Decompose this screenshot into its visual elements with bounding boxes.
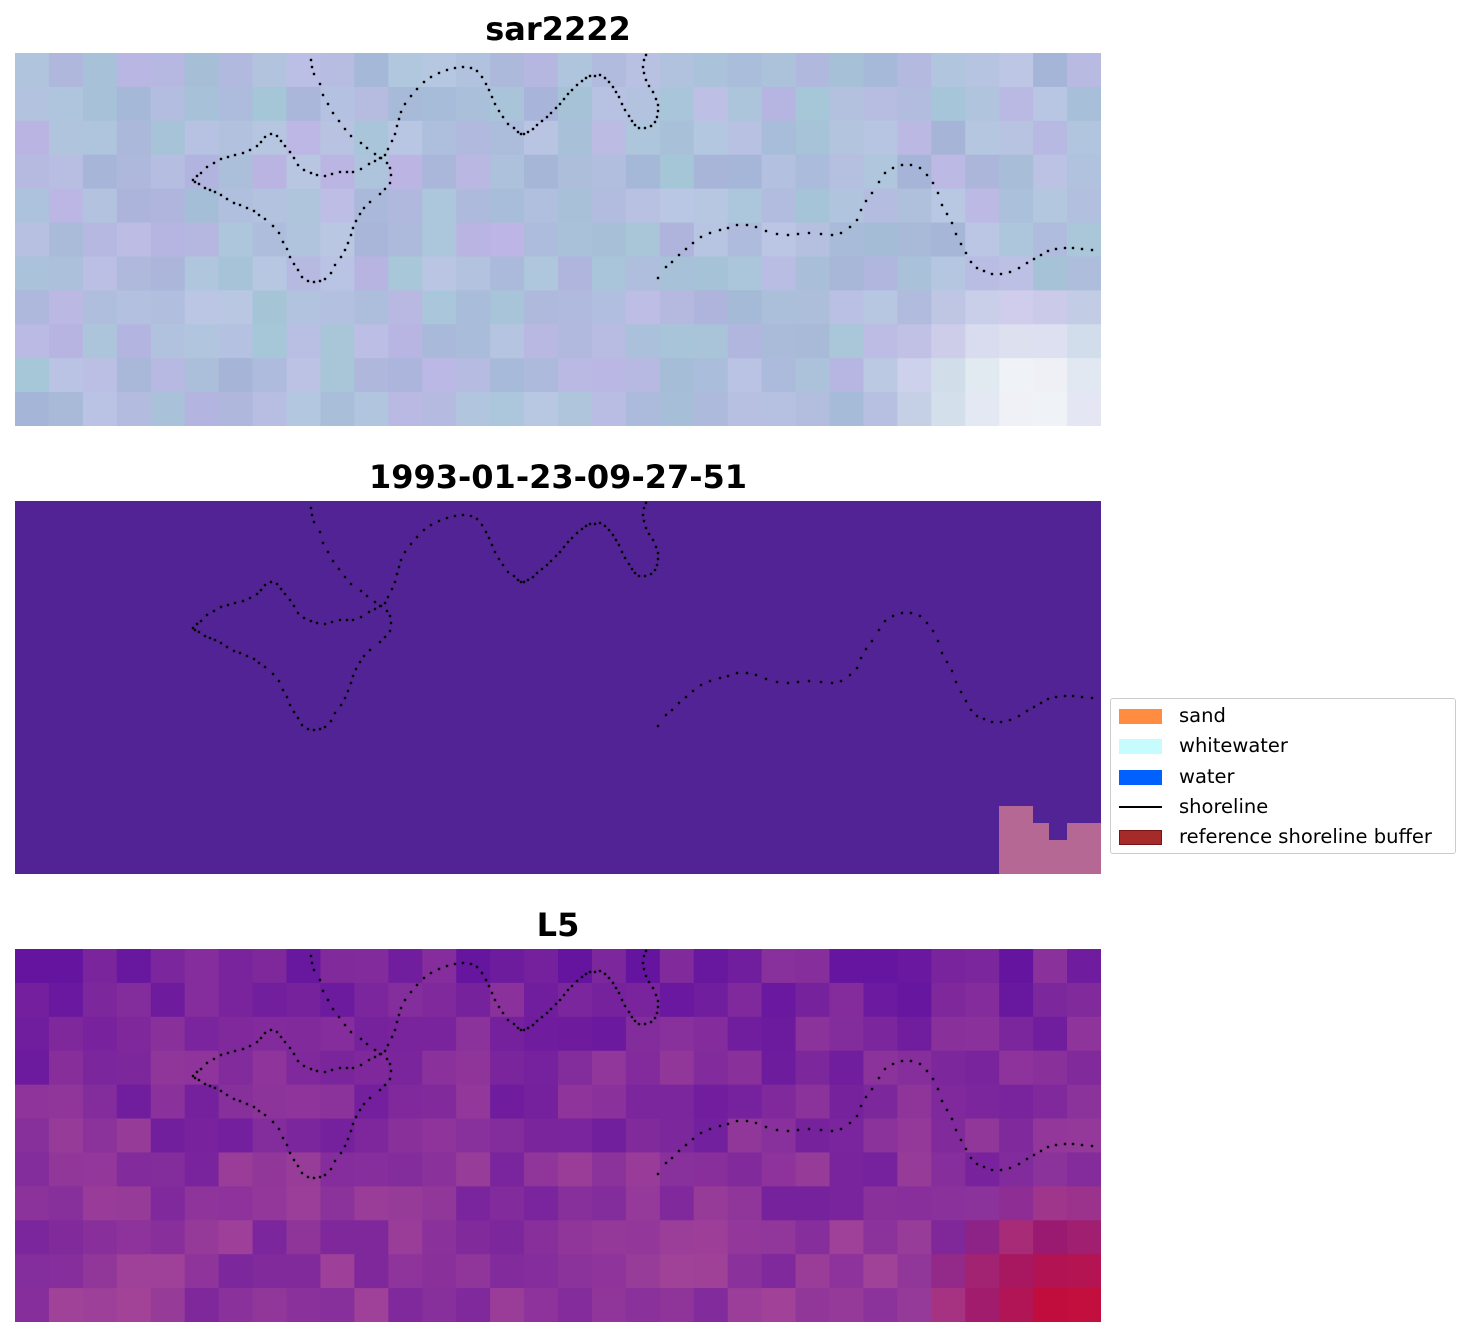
panel-title-3: L5 <box>536 906 580 944</box>
legend-item-water: water <box>1119 767 1235 787</box>
legend: sand whitewater water shoreline referenc… <box>1110 698 1456 854</box>
shoreline-trace <box>191 53 1094 284</box>
legend-item-whitewater: whitewater <box>1119 736 1288 756</box>
legend-item-reference-buffer: reference shoreline buffer <box>1119 827 1432 847</box>
shoreline-trace <box>191 949 1094 1180</box>
sand-swatch <box>1119 708 1162 724</box>
legend-item-sand: sand <box>1119 706 1226 726</box>
legend-label-sand: sand <box>1179 704 1226 727</box>
classification-canvas <box>15 501 1101 874</box>
sar-composite-image <box>15 53 1101 426</box>
legend-label-whitewater: whitewater <box>1179 734 1288 757</box>
whitewater-swatch <box>1119 738 1162 754</box>
sar-composite-canvas <box>15 53 1101 426</box>
index-canvas <box>15 949 1101 1322</box>
legend-label-water: water <box>1179 765 1235 788</box>
legend-item-shoreline: shoreline <box>1119 797 1268 817</box>
legend-label-reference-buffer: reference shoreline buffer <box>1179 825 1432 848</box>
legend-label-shoreline: shoreline <box>1179 795 1269 818</box>
shoreline-line-sample <box>1119 806 1162 808</box>
water-swatch <box>1119 769 1162 785</box>
shoreline-trace <box>191 501 1094 732</box>
panel-title-1: sar2222 <box>485 10 631 48</box>
panel-title-2: 1993-01-23-09-27-51 <box>368 458 748 496</box>
classification-image <box>15 501 1101 874</box>
reference-buffer-swatch <box>1119 829 1162 845</box>
index-image <box>15 949 1101 1322</box>
